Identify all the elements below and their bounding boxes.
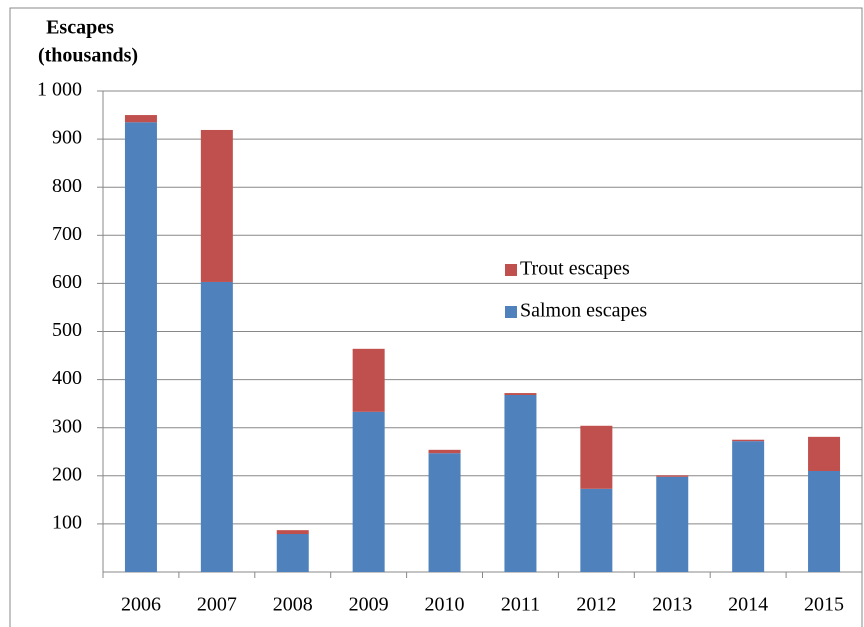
bar-segment	[732, 441, 765, 572]
legend-label: Trout escapes	[520, 258, 630, 280]
bar-segment	[276, 534, 309, 572]
bar-segment	[580, 425, 613, 489]
bar-segment	[732, 439, 765, 442]
y-tick-label: 100	[52, 511, 82, 533]
bar-segment	[580, 488, 613, 572]
bar-segment	[428, 449, 461, 454]
y-axis-label: Escapes	[46, 17, 114, 39]
y-tick-label: 200	[52, 463, 82, 485]
y-tick-label: 500	[52, 319, 82, 341]
bar-segment	[124, 122, 157, 572]
chart-frame	[9, 7, 863, 627]
bar-segment	[504, 393, 537, 395]
legend-swatch	[505, 264, 517, 276]
y-tick-label: 900	[52, 127, 82, 149]
bar-segment	[504, 394, 537, 572]
x-tick-label: 2006	[121, 594, 161, 616]
x-tick-label: 2007	[197, 594, 237, 616]
x-tick-label: 2008	[273, 594, 313, 616]
x-tick-label: 2013	[652, 594, 692, 616]
bar-segment	[352, 348, 385, 412]
y-tick-label: 800	[52, 175, 82, 197]
x-tick-label: 2015	[804, 594, 844, 616]
y-tick-label: 600	[52, 271, 82, 293]
y-tick-label: 1 000	[37, 79, 82, 101]
y-axis-label: (thousands)	[38, 45, 138, 67]
x-tick-label: 2009	[349, 594, 389, 616]
bar-segment	[428, 453, 461, 572]
y-tick-label: 400	[52, 367, 82, 389]
bar-segment	[808, 470, 841, 572]
bar-segment	[276, 530, 309, 535]
x-tick-label: 2012	[576, 594, 616, 616]
bar-segment	[124, 115, 157, 123]
bar-segment	[656, 476, 689, 572]
x-tick-label: 2014	[728, 594, 768, 616]
bar-segment	[200, 281, 233, 572]
y-tick-label: 300	[52, 415, 82, 437]
legend-swatch	[505, 306, 517, 318]
legend-label: Salmon escapes	[520, 300, 647, 322]
bar-segment	[656, 475, 689, 477]
x-tick-label: 2011	[501, 594, 540, 616]
bar-segment	[352, 411, 385, 572]
bar-segment	[808, 436, 841, 471]
bar-segment	[200, 129, 233, 282]
x-tick-label: 2010	[425, 594, 465, 616]
y-tick-label: 700	[52, 223, 82, 245]
